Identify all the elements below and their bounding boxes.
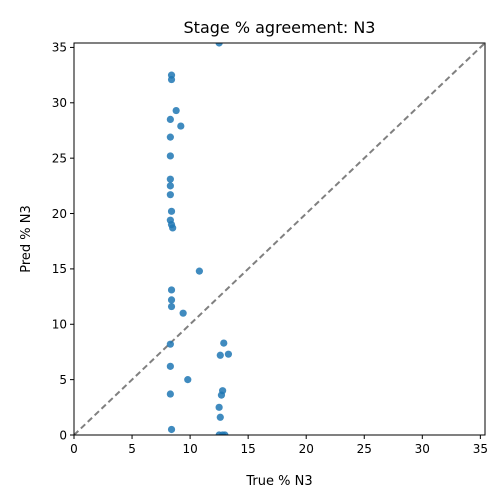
scatter-point <box>168 296 175 303</box>
scatter-point <box>180 310 187 317</box>
x-tick-label: 30 <box>415 442 430 456</box>
scatter-point <box>177 122 184 129</box>
scatter-point <box>167 182 174 189</box>
scatter-point <box>168 76 175 83</box>
scatter-point <box>167 116 174 123</box>
y-tick-label: 5 <box>59 373 67 387</box>
scatter-point <box>167 134 174 141</box>
y-axis-label: Pred % N3 <box>19 205 34 273</box>
y-tick-label: 10 <box>52 318 67 332</box>
x-tick-label: 35 <box>473 442 488 456</box>
scatter-point <box>218 392 225 399</box>
x-tick-label: 5 <box>128 442 136 456</box>
x-tick-label: 25 <box>357 442 372 456</box>
x-tick-label: 10 <box>182 442 197 456</box>
y-tick-label: 35 <box>52 41 67 55</box>
y-tick-label: 30 <box>52 96 67 110</box>
scatter-point <box>217 414 224 421</box>
scatter-point <box>167 191 174 198</box>
scatter-point <box>167 152 174 159</box>
scatter-point <box>167 363 174 370</box>
scatter-point <box>173 107 180 114</box>
scatter-point <box>184 376 191 383</box>
y-tick-label: 25 <box>52 151 67 165</box>
y-tick-label: 15 <box>52 262 67 276</box>
scatter-point <box>167 390 174 397</box>
y-tick-label: 20 <box>52 207 67 221</box>
scatter-point <box>167 176 174 183</box>
scatter-point <box>217 352 224 359</box>
scatter-point <box>169 224 176 231</box>
scatter-point <box>168 286 175 293</box>
x-axis-label: True % N3 <box>245 474 312 489</box>
x-tick-label: 0 <box>70 442 78 456</box>
chart-title: Stage % agreement: N3 <box>184 18 376 37</box>
scatter-point <box>220 339 227 346</box>
scatter-point <box>167 341 174 348</box>
x-tick-label: 15 <box>241 442 256 456</box>
scatter-point <box>168 426 175 433</box>
y-tick-label: 0 <box>59 428 67 442</box>
x-tick-label: 20 <box>299 442 314 456</box>
scatter-point <box>216 404 223 411</box>
scatter-point <box>168 303 175 310</box>
scatter-point <box>225 351 232 358</box>
scatter-point <box>196 268 203 275</box>
scatter-point <box>168 208 175 215</box>
